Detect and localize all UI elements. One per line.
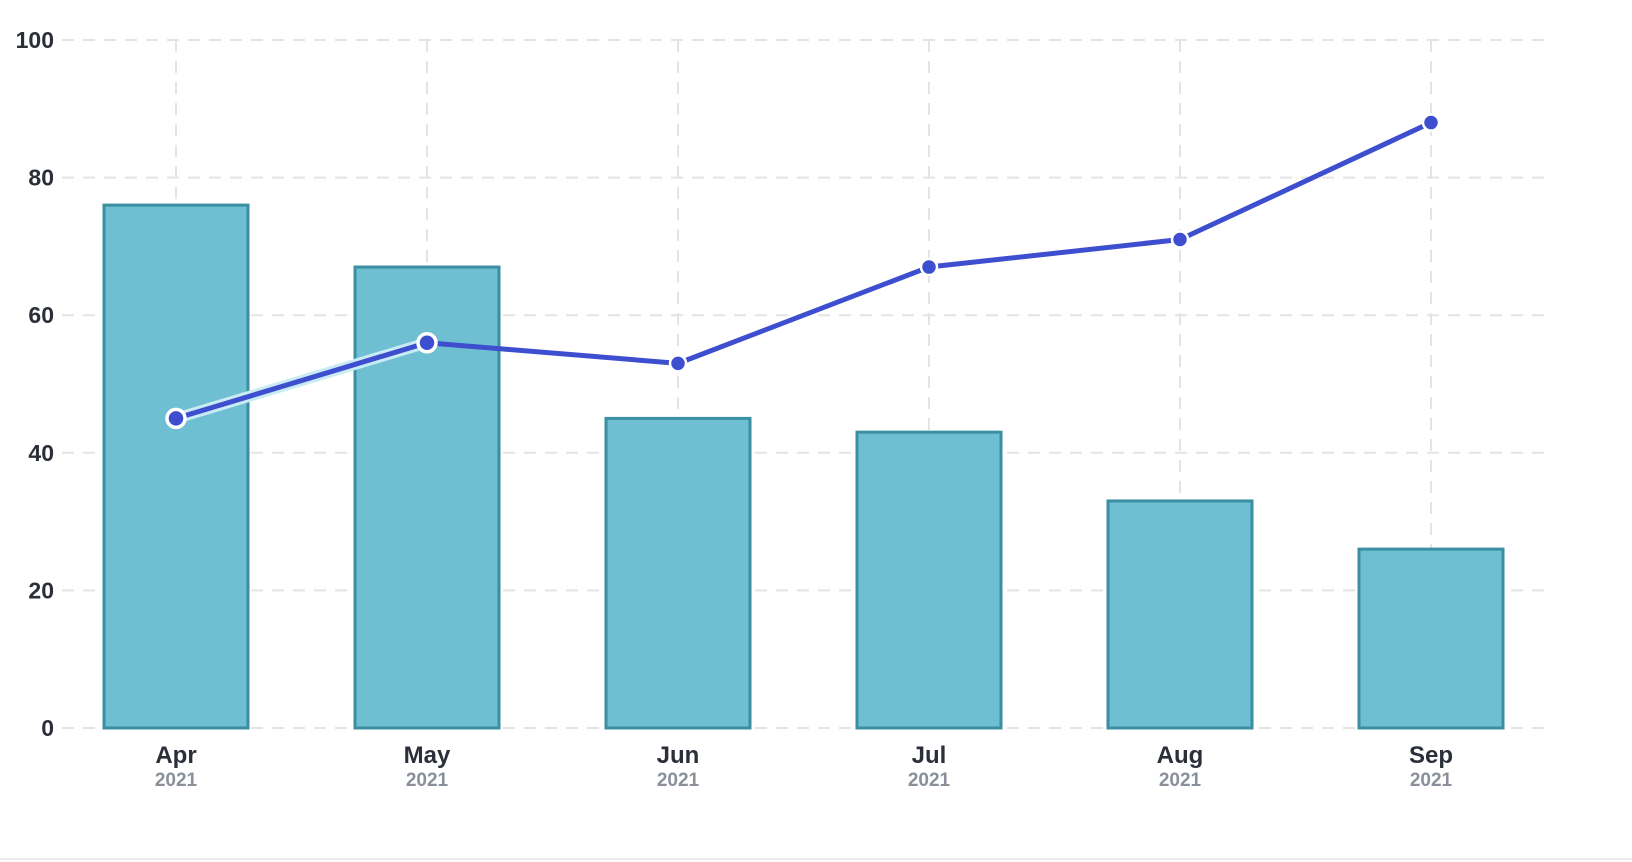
x-tick-label: Jun	[657, 742, 700, 769]
bar-jul	[855, 430, 1003, 730]
bar-apr	[102, 203, 250, 730]
line-point-jun	[668, 354, 688, 373]
line-series	[165, 113, 1441, 430]
y-tick-label: 40	[28, 440, 54, 466]
x-tick-sublabel: 2021	[406, 770, 449, 791]
bottom-divider	[0, 858, 1632, 860]
x-tick-sublabel: 2021	[657, 770, 700, 791]
x-tick-label: May	[404, 742, 451, 769]
x-tick-sublabel: 2021	[1159, 770, 1202, 791]
x-tick-sublabel: 2021	[155, 770, 198, 791]
bar-aug	[1106, 499, 1254, 730]
line-point-aug	[1170, 230, 1190, 249]
y-tick-label: 60	[28, 302, 54, 328]
x-tick-label: Aug	[1157, 742, 1204, 769]
x-tick-label: Jul	[912, 742, 947, 769]
x-tick-sublabel: 2021	[1410, 770, 1453, 791]
x-tick-sublabel: 2021	[908, 770, 951, 791]
bar-jun	[604, 416, 752, 730]
line-point-may	[416, 331, 438, 354]
y-tick-label: 100	[16, 27, 54, 53]
line-point-jul	[919, 257, 939, 277]
x-tick-label: Apr	[155, 742, 196, 769]
y-tick-label: 20	[28, 577, 54, 603]
line-point-sep	[1421, 113, 1441, 132]
line-point-apr	[165, 407, 187, 430]
y-tick-label: 0	[41, 715, 54, 741]
axis-labels: 020406080100Apr2021May2021Jun2021Jul2021…	[16, 27, 1453, 791]
x-tick-label: Sep	[1409, 742, 1453, 769]
bar-sep	[1357, 547, 1505, 730]
y-tick-label: 80	[28, 165, 54, 191]
line-path	[173, 120, 1434, 421]
bar-series	[102, 203, 1505, 730]
